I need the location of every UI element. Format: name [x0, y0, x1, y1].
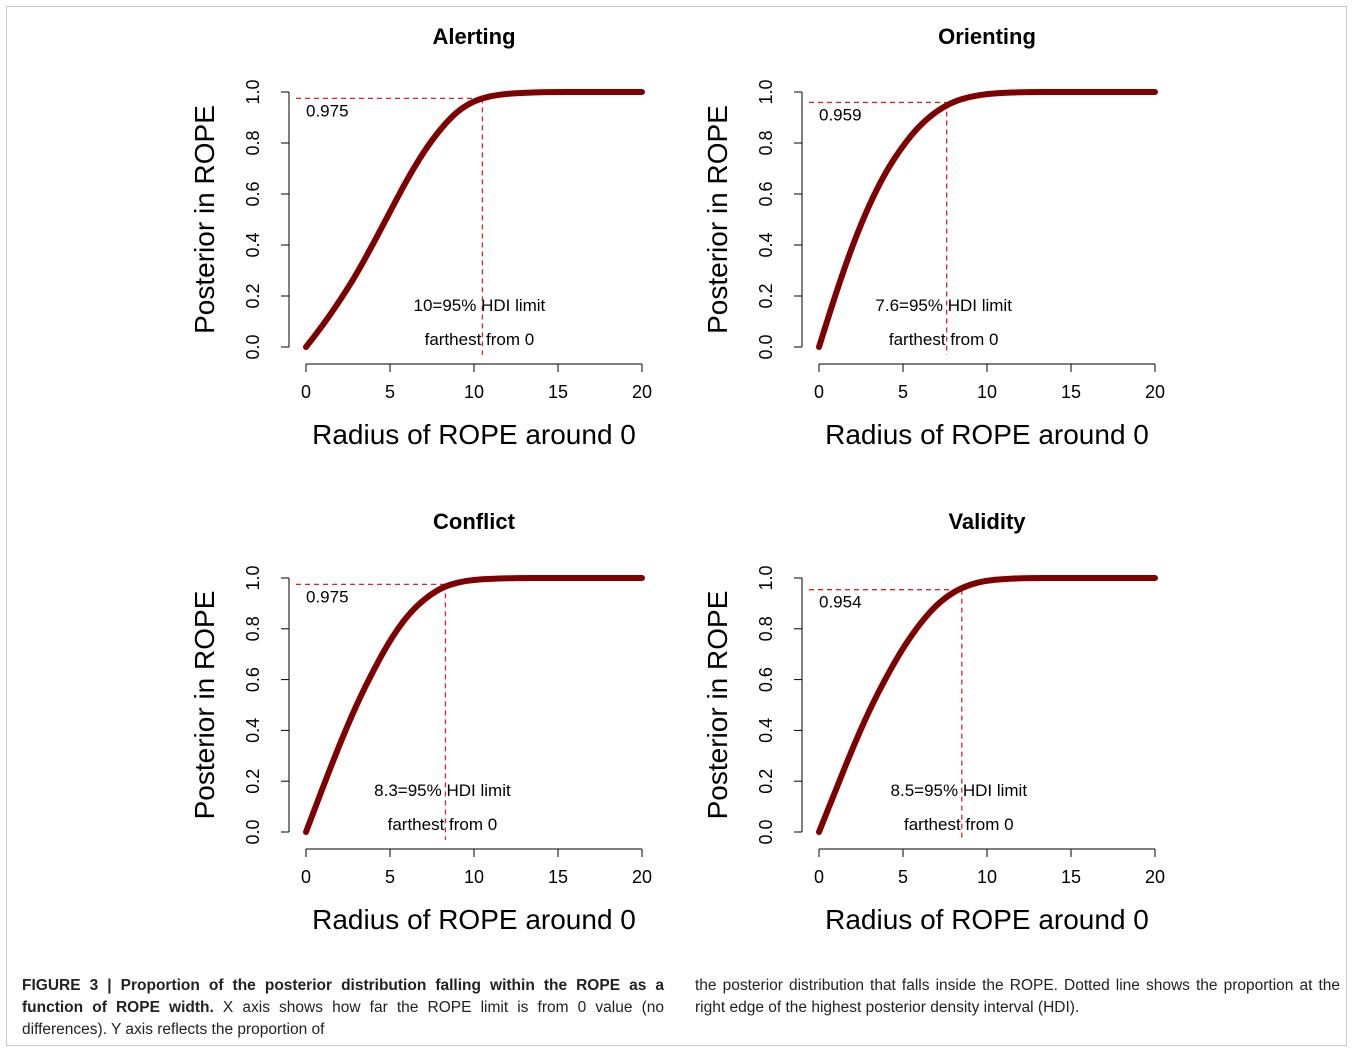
- x-tick-label: 20: [632, 867, 652, 887]
- x-axis-label: Radius of ROPE around 0: [825, 904, 1149, 935]
- caption-left: FIGURE 3 | Proportion of the posterior d…: [22, 975, 664, 1041]
- posterior-curve: [303, 575, 645, 835]
- y-tick-label: 0.6: [756, 181, 776, 206]
- y-tick-label: 0.6: [243, 667, 263, 692]
- posterior-curve: [816, 89, 1158, 350]
- y-tick-label: 1.0: [756, 79, 776, 104]
- x-tick-label: 10: [464, 867, 484, 887]
- x-tick-label: 5: [385, 382, 395, 402]
- chart-panel-4: Validity 0 5 10 15 20 Radius of ROPE around 0 0…: [702, 509, 1165, 935]
- annotation-line2: farthest from 0: [904, 815, 1014, 834]
- x-tick-label: 20: [1145, 382, 1165, 402]
- y-tick-label: 0.8: [243, 130, 263, 155]
- x-tick-label: 10: [464, 382, 484, 402]
- y-tick-label: 1.0: [243, 79, 263, 104]
- x-tick-label: 0: [814, 867, 824, 887]
- y-tick-label: 0.4: [243, 718, 263, 743]
- hdi-value-label: 0.975: [306, 101, 349, 120]
- x-tick-label: 15: [548, 867, 568, 887]
- x-tick-label: 0: [814, 382, 824, 402]
- caption-text-right: the posterior distribution that falls in…: [695, 977, 1340, 1016]
- x-axis-label: Radius of ROPE around 0: [312, 904, 636, 935]
- x-tick-label: 10: [977, 867, 997, 887]
- y-tick-label: 0.0: [243, 334, 263, 359]
- x-tick-label: 0: [301, 867, 311, 887]
- y-tick-label: 0.8: [243, 616, 263, 641]
- annotation-line2: farthest from 0: [889, 330, 999, 349]
- y-tick-label: 0.8: [756, 130, 776, 155]
- caption-label: FIGURE 3 | Proportion of the posterior d…: [22, 977, 664, 1016]
- x-tick-label: 20: [632, 382, 652, 402]
- y-tick-label: 1.0: [243, 565, 263, 590]
- y-tick-label: 0.4: [756, 232, 776, 257]
- x-tick-label: 5: [898, 867, 908, 887]
- y-tick-label: 0.2: [756, 283, 776, 308]
- y-tick-label: 0.6: [756, 667, 776, 692]
- hdi-value-label: 0.975: [306, 587, 349, 606]
- hdi-value-label: 0.959: [819, 105, 862, 124]
- y-tick-label: 0.8: [756, 616, 776, 641]
- chart-panel-3: Conflict 0 5 10 15 20 Radius of ROPE around 0 0…: [189, 509, 652, 935]
- chart-panel-1: Alerting 0 5 10 15 20 Radius of ROPE around 0 0…: [189, 24, 652, 450]
- x-axis-label: Radius of ROPE around 0: [312, 419, 636, 450]
- posterior-curve: [303, 89, 645, 350]
- y-tick-label: 0.2: [756, 769, 776, 794]
- figure-frame: [6, 6, 1347, 1046]
- x-tick-label: 0: [301, 382, 311, 402]
- x-tick-label: 15: [548, 382, 568, 402]
- annotation-line1: 8.3=95% HDI limit: [374, 781, 511, 800]
- y-axis-label: Posterior in ROPE: [702, 591, 733, 820]
- y-tick-label: 0.4: [756, 718, 776, 743]
- chart-panel-2: Orienting 0 5 10 15 20 Radius of ROPE around 0…: [702, 24, 1165, 450]
- y-tick-label: 1.0: [756, 565, 776, 590]
- chart-title: Conflict: [433, 509, 516, 534]
- x-tick-label: 15: [1061, 382, 1081, 402]
- y-tick-label: 0.6: [243, 181, 263, 206]
- caption-right: the posterior distribution that falls in…: [695, 975, 1340, 1019]
- y-tick-label: 0.2: [243, 769, 263, 794]
- chart-title: Validity: [948, 509, 1026, 534]
- x-tick-label: 15: [1061, 867, 1081, 887]
- y-tick-label: 0.0: [756, 334, 776, 359]
- annotation-line2: farthest from 0: [425, 330, 535, 349]
- y-axis-label: Posterior in ROPE: [702, 105, 733, 334]
- annotation-line1: 8.5=95% HDI limit: [891, 781, 1028, 800]
- y-tick-label: 0.2: [243, 283, 263, 308]
- chart-title: Alerting: [432, 24, 515, 49]
- posterior-curve: [816, 575, 1158, 835]
- x-tick-label: 5: [898, 382, 908, 402]
- annotation-line2: farthest from 0: [388, 815, 498, 834]
- y-tick-label: 0.0: [243, 819, 263, 844]
- y-tick-label: 0.0: [756, 819, 776, 844]
- x-axis-label: Radius of ROPE around 0: [825, 419, 1149, 450]
- y-axis-label: Posterior in ROPE: [189, 591, 220, 820]
- hdi-value-label: 0.954: [819, 593, 862, 612]
- x-tick-label: 20: [1145, 867, 1165, 887]
- caption-text-left: X axis shows how far the ROPE limit is f…: [22, 999, 664, 1038]
- x-tick-label: 5: [385, 867, 395, 887]
- x-tick-label: 10: [977, 382, 997, 402]
- y-tick-label: 0.4: [243, 232, 263, 257]
- y-axis-label: Posterior in ROPE: [189, 105, 220, 334]
- annotation-line1: 7.6=95% HDI limit: [875, 296, 1012, 315]
- annotation-line1: 10=95% HDI limit: [413, 296, 545, 315]
- chart-title: Orienting: [938, 24, 1036, 49]
